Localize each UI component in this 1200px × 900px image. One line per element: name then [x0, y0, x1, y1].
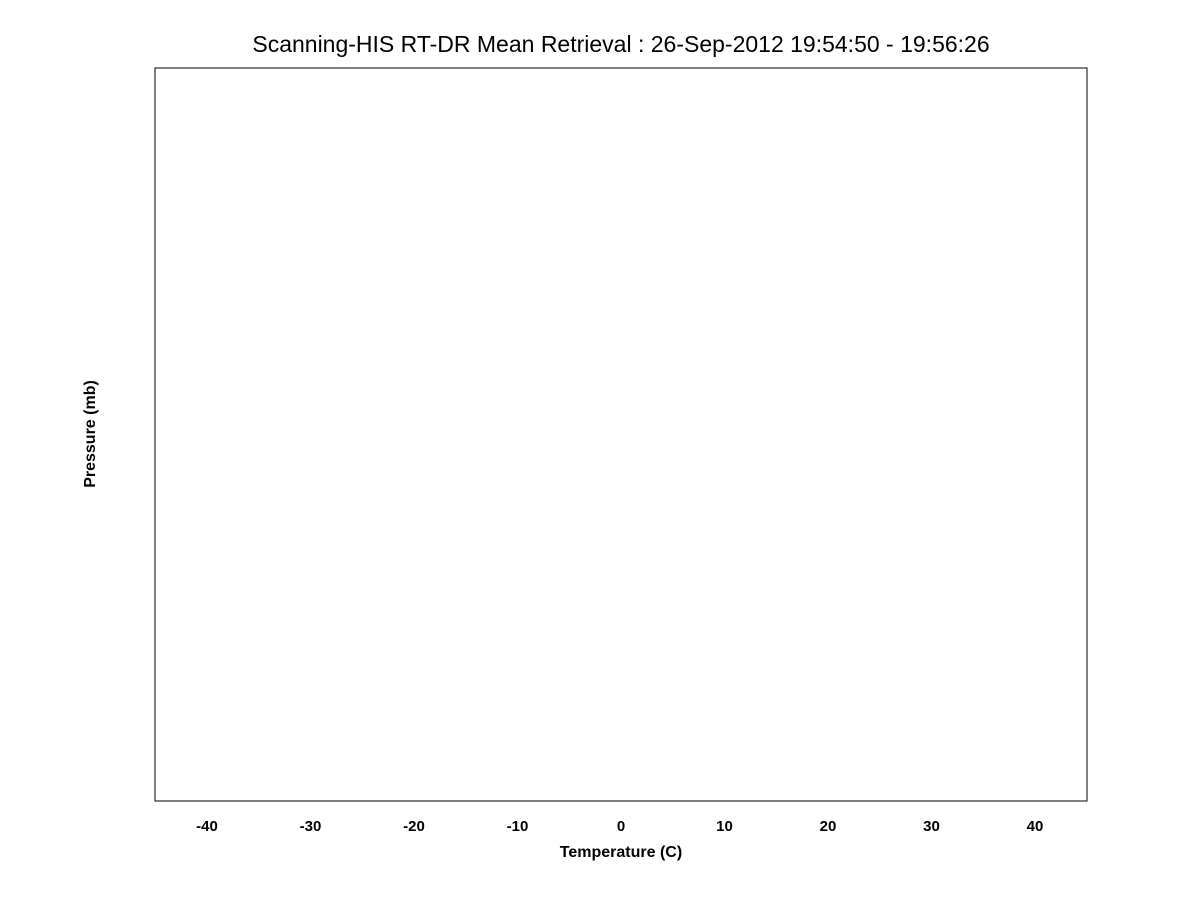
temperature-tick-label: 40: [1027, 818, 1044, 835]
temperature-tick-label: 0: [617, 818, 625, 835]
temperature-tick-label: -40: [196, 818, 218, 835]
temperature-tick-label: -30: [300, 818, 322, 835]
x-axis-label: Temperature (C): [560, 844, 682, 861]
temperature-tick-label: 10: [716, 818, 733, 835]
chart-title: Scanning-HIS RT-DR Mean Retrieval : 26-S…: [252, 31, 989, 57]
temperature-tick-label: -20: [403, 818, 425, 835]
temperature-axis-ticks: -40 -30 -20 -10 0 10 20 30 40: [196, 818, 1043, 835]
plot-frame: [154, 67, 1088, 802]
temperature-tick-label: -10: [507, 818, 529, 835]
temperature-tick-label: 30: [923, 818, 940, 835]
y-axis-label: Pressure (mb): [82, 380, 99, 488]
temperature-tick-label: 20: [820, 818, 837, 835]
